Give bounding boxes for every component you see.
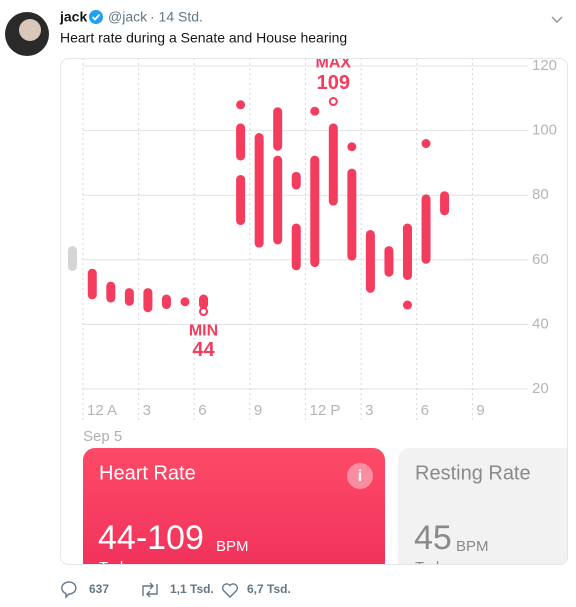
reply-count: 637 [89,582,109,596]
point [347,142,357,152]
verified-check [91,13,101,21]
avatar-face [19,19,41,41]
heart-rate-card[interactable] [83,448,385,578]
card-period: Today [99,559,140,576]
x-tick-label: 3 [365,402,373,419]
annotation-value: 109 [317,72,350,94]
card-unit: BPM [216,538,249,555]
tweet-text: Heart rate during a Senate and House hea… [60,30,347,46]
annotation-point [328,97,338,107]
info-button[interactable] [347,463,373,489]
range-bar [347,168,357,261]
x-tick-label: 3 [143,402,151,419]
range-bar [291,223,301,271]
annotation-value: 44 [192,339,215,361]
point [310,106,320,116]
annotation-point [199,306,209,316]
image-border [60,58,568,565]
point [402,300,412,310]
x-tick-label: 9 [476,402,484,419]
y-tick-label: 20 [532,380,549,397]
retweet-count: 1,1 Tsd. [170,582,214,596]
y-tick-label: 40 [532,315,549,332]
range-bar [199,294,209,310]
resting-rate-card[interactable] [398,448,576,578]
author-name[interactable]: jack [59,9,87,25]
card-period: Today [415,559,456,576]
retweet-icon[interactable] [142,582,158,598]
annotation-label: MAX [316,55,352,72]
card-title: Heart Rate [99,462,196,484]
card-value: 45 [414,519,452,557]
handle[interactable]: @jack [108,9,148,25]
x-tick-label: 12 A [87,402,117,419]
timestamp[interactable]: · 14 Std. [150,9,203,25]
verified-badge [89,10,103,24]
like-count: 6,7 Tsd. [247,582,291,596]
point [236,100,246,110]
card-unit: BPM [456,538,489,555]
range-bar [124,288,134,306]
range-bar [273,155,283,245]
range-bar [440,191,450,216]
y-tick-label: 120 [532,57,557,74]
range-bar [273,107,283,151]
range-bar [106,281,116,303]
x-axis-label: Sep 5 [83,428,122,445]
menu-chevron[interactable] [551,16,563,24]
info-icon: i [358,468,362,485]
reply-icon[interactable] [61,581,77,599]
range-bar [161,294,171,310]
range-bar [328,123,338,206]
annotation-label: MIN [189,323,218,340]
like-icon[interactable] [221,583,239,598]
range-bar [291,171,301,190]
y-tick-label: 100 [532,122,557,139]
range-bar [254,133,264,248]
range-bar [87,268,97,300]
range-bar [421,194,431,264]
range-bar [402,223,412,280]
range-bar [365,229,375,293]
range-bar [236,123,246,161]
point [180,297,190,307]
range-bar [384,246,394,277]
x-tick-label: 6 [421,402,429,419]
y-tick-label: 80 [532,186,549,203]
x-tick-label: 9 [254,402,262,419]
y-tick-label: 60 [532,251,549,268]
range-bar [143,288,153,313]
range-bar [236,175,246,226]
x-tick-label: 6 [198,402,206,419]
scroll-handle [68,246,77,271]
x-tick-label: 12 P [310,402,341,419]
card-title: Resting Rate [415,462,531,484]
card-value: 44-109 [98,519,204,557]
point [421,139,431,149]
range-bar [310,155,320,268]
